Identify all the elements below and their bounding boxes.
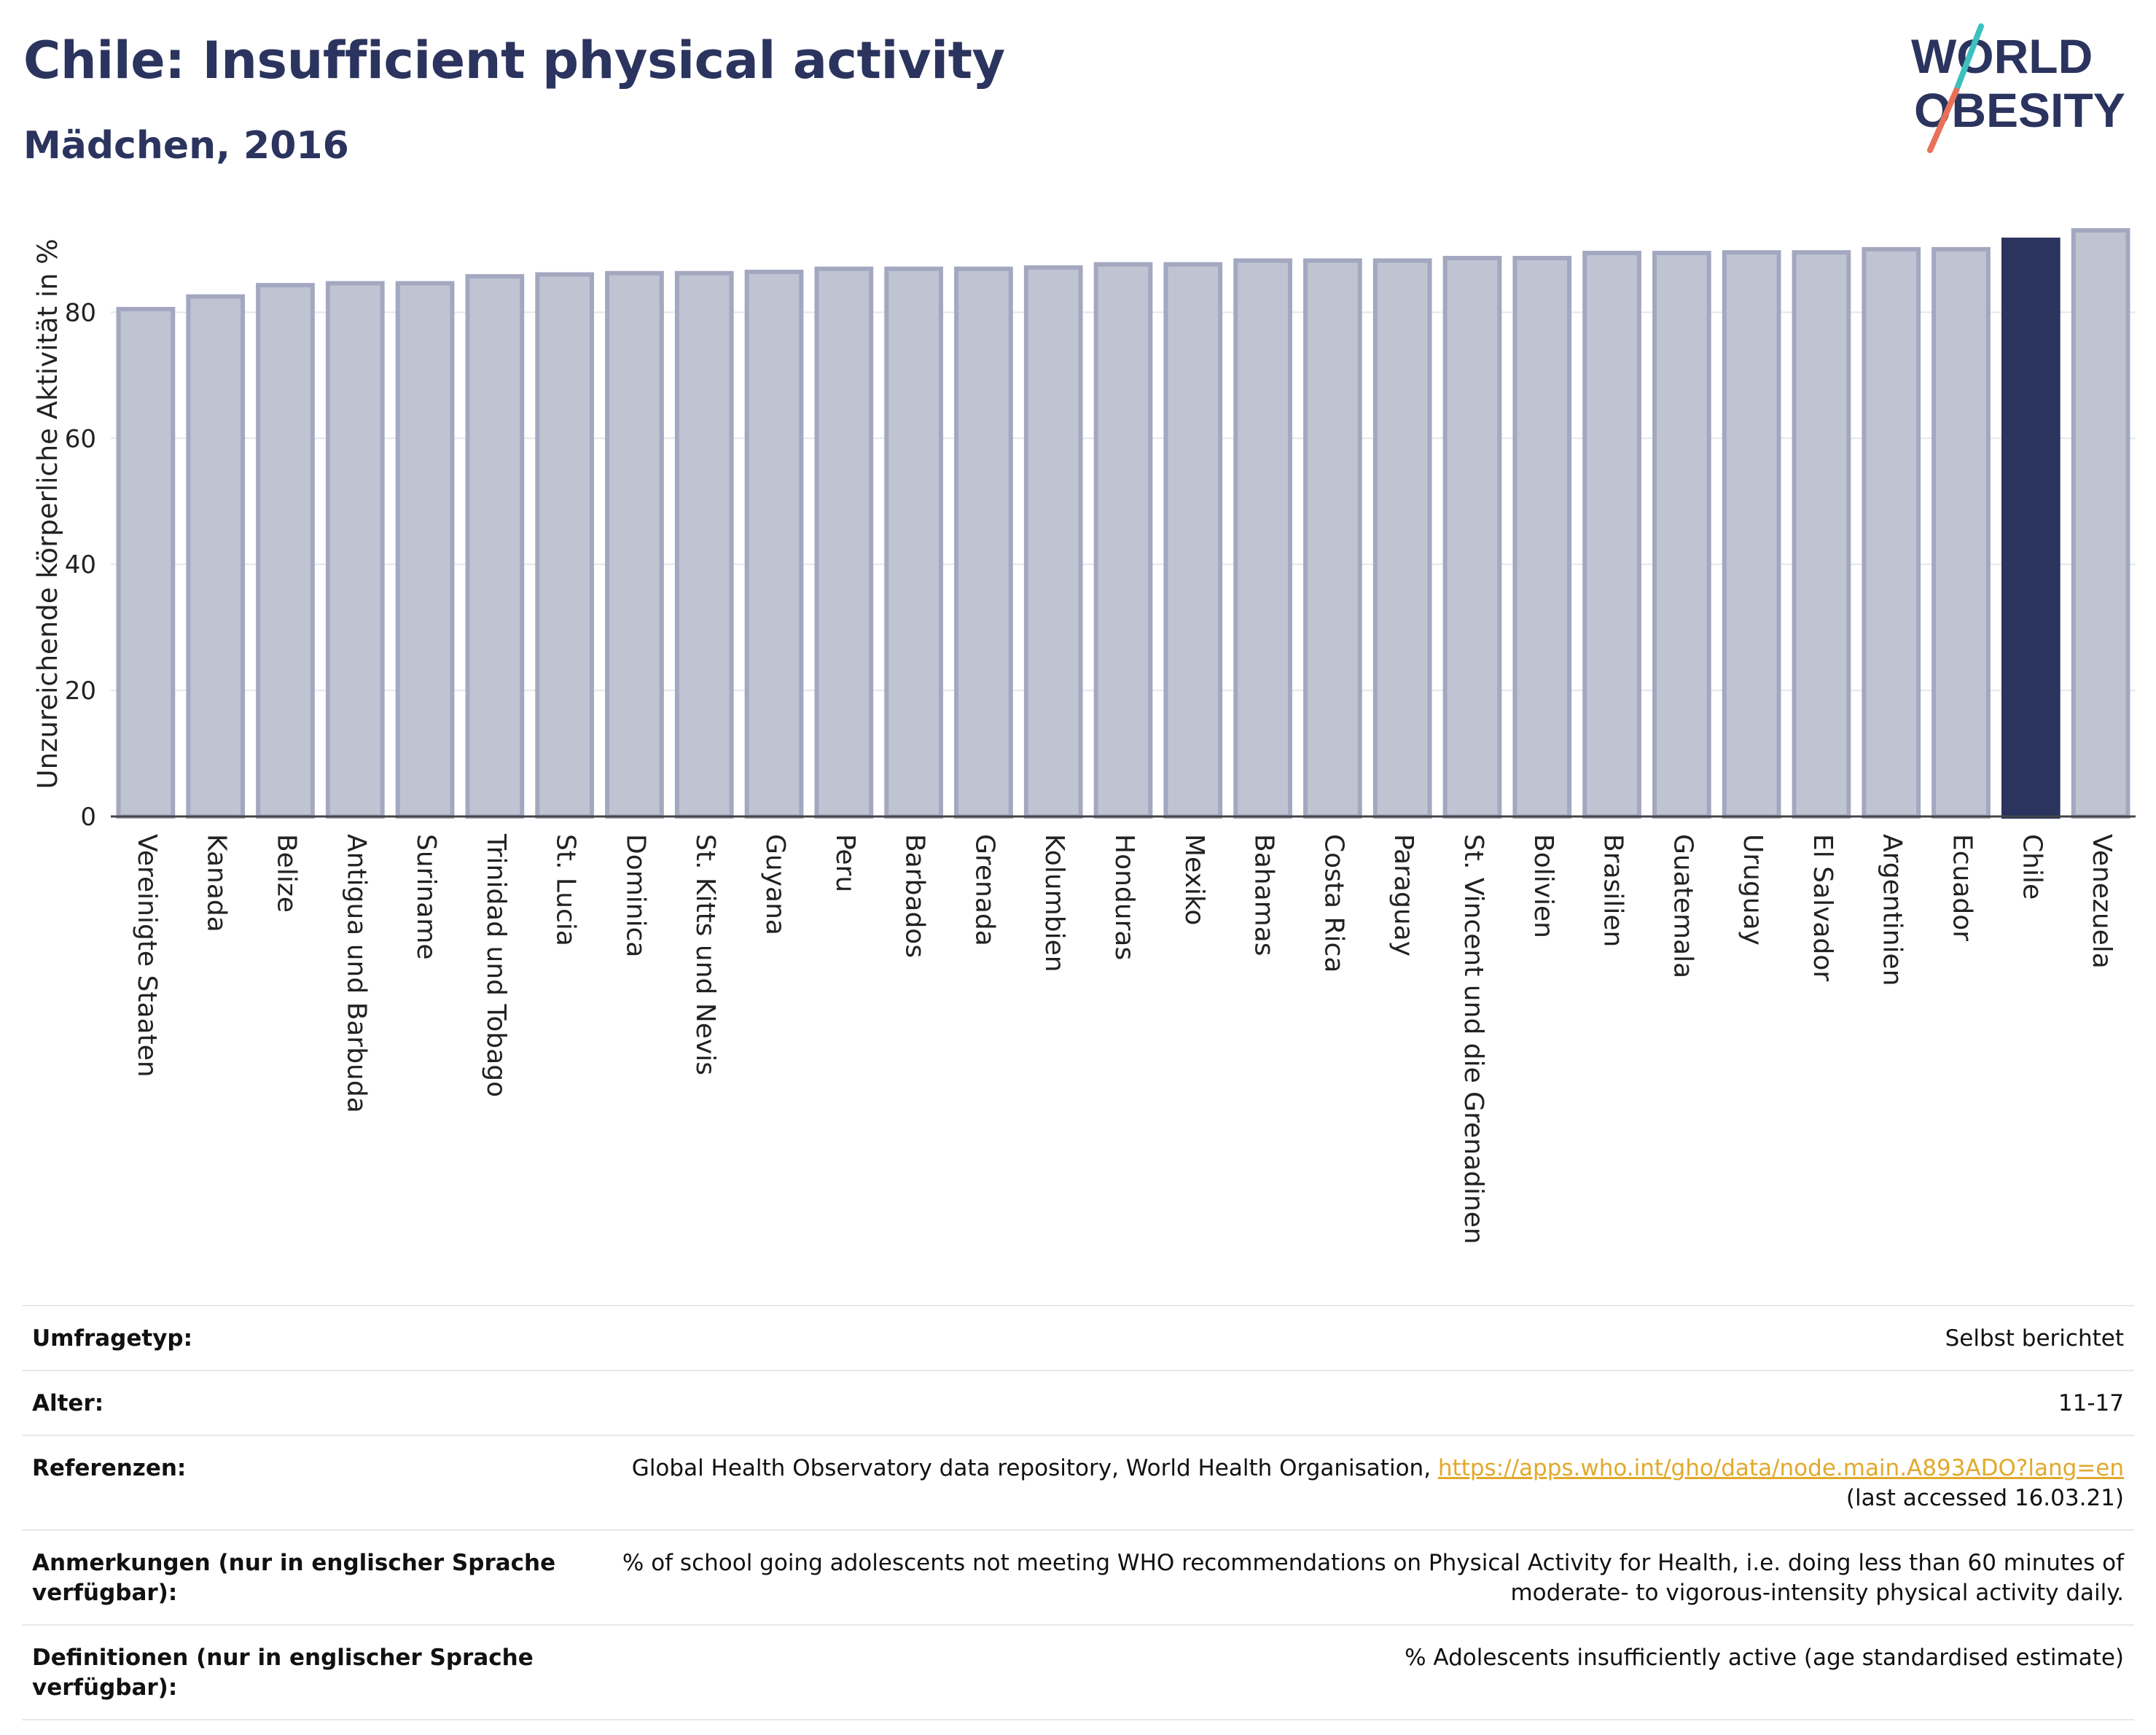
x-tick-label: St. Lucia (551, 834, 581, 946)
x-tick-label: Paraguay (1388, 834, 1418, 956)
bar-chile (2001, 237, 2061, 819)
x-tick-label: Kolumbien (1039, 834, 1069, 972)
x-tick-label: Bolivien (1528, 834, 1558, 938)
y-tick-label: 0 (80, 803, 96, 832)
info-row-notes: Anmerkungen (nur in englischer Sprache v… (22, 1529, 2134, 1625)
bar-guatemala (1652, 251, 1711, 819)
chart-subtitle: Mädchen, 2016 (23, 124, 349, 168)
bar-st-kitts-und-nevis (674, 270, 734, 819)
info-value: 11-17 (567, 1370, 2134, 1435)
x-tick-label: Barbados (900, 834, 930, 958)
bar-paraguay (1372, 258, 1432, 819)
bar-suriname (395, 281, 455, 819)
x-tick-label: Venezuela (2087, 834, 2117, 969)
y-tick-label: 20 (65, 677, 96, 706)
info-value: % of school going adolescents not meetin… (567, 1529, 2134, 1625)
bar-costa-rica (1303, 258, 1362, 819)
reference-accessed: (last accessed 16.03.21) (1846, 1485, 2124, 1511)
bar-bahamas (1233, 258, 1292, 819)
x-axis-ticks: Vereinigte Staaten Kanada Belize Antigua un… (132, 833, 2117, 1244)
bar-vereinigte-staaten (116, 307, 176, 819)
info-row-survey-type: Umfragetyp: Selbst berichtet (22, 1305, 2134, 1371)
y-axis-ticks: 0 20 40 60 80 (65, 298, 96, 832)
x-tick-label: Ecuador (1948, 834, 1977, 941)
x-tick-label: Argentinien (1878, 834, 1907, 986)
bar-honduras (1093, 262, 1153, 819)
x-tick-label: Dominica (620, 834, 650, 958)
x-tick-label: Guatemala (1668, 834, 1698, 978)
x-tick-label: Mexiko (1179, 834, 1209, 925)
x-tick-label: Costa Rica (1319, 834, 1348, 972)
bar-venezuela (2071, 227, 2130, 819)
bar-st-lucia (535, 272, 595, 819)
reference-text: Global Health Observatory data repositor… (631, 1455, 1432, 1481)
x-tick-label: Bahamas (1249, 834, 1279, 956)
bar-ecuador (1932, 246, 1991, 819)
x-tick-label: St. Vincent und die Grenadinen (1458, 834, 1488, 1244)
x-tick-label: Peru (830, 834, 860, 892)
chart-title: Chile: Insufficient physical activity (23, 31, 1005, 90)
x-tick-label: Honduras (1109, 834, 1139, 960)
bar-dominica (605, 270, 664, 819)
info-table: Umfragetyp: Selbst berichtet Alter: 11-1… (22, 1305, 2134, 1720)
info-label: Definitionen (nur in englischer Sprache … (22, 1624, 567, 1720)
x-tick-label: Guyana (760, 834, 790, 935)
bar-kanada (186, 294, 246, 819)
x-tick-label: Grenada (969, 834, 999, 946)
info-row-age: Alter: 11-17 (22, 1370, 2134, 1435)
x-tick-label: El Salvador (1808, 834, 1837, 981)
x-tick-label: Brasilien (1598, 834, 1628, 947)
info-value: Global Health Observatory data repositor… (567, 1435, 2134, 1530)
bar-bolivien (1512, 255, 1572, 819)
info-label: Alter: (22, 1370, 567, 1435)
info-label: Referenzen: (22, 1435, 567, 1530)
bar-st-vincent-und-die-grenadinen (1442, 255, 1502, 819)
x-tick-label: Chile (2017, 834, 2047, 900)
info-row-references: Referenzen: Global Health Observatory da… (22, 1435, 2134, 1530)
info-label: Umfragetyp: (22, 1305, 567, 1371)
info-row-definitions: Definitionen (nur in englischer Sprache … (22, 1624, 2134, 1720)
bar-kolumbien (1023, 265, 1083, 819)
info-label: Anmerkungen (nur in englischer Sprache v… (22, 1529, 567, 1625)
reference-link[interactable]: https://apps.who.int/gho/data/node.main.… (1437, 1455, 2124, 1481)
logo-slash-coral (1927, 87, 1959, 153)
bar-trinidad-und-tobago (465, 274, 525, 819)
x-tick-label: Suriname (411, 834, 441, 960)
bar-barbados (884, 266, 943, 819)
info-value: % Adolescents insufficiently active (age… (567, 1624, 2134, 1720)
x-tick-label: Kanada (202, 834, 232, 932)
logo-slash-teal (1953, 23, 1984, 93)
y-tick-label: 80 (65, 298, 96, 327)
bar-guyana (744, 270, 804, 819)
bar-chart: 0 20 40 60 80 Vereinigte Staaten Kanada Belize… (32, 227, 2136, 1244)
x-tick-label: St. Kitts und Nevis (690, 834, 720, 1075)
bar-grenada (954, 266, 1013, 819)
logo-line1: WORLD (1911, 29, 2093, 83)
world-obesity-logo: WORLD OBESITY (1911, 23, 2125, 153)
x-tick-label: Uruguay (1738, 834, 1768, 946)
bar-belize (256, 283, 315, 819)
x-tick-label: Vereinigte Staaten (132, 834, 162, 1077)
bar-uruguay (1722, 250, 1781, 819)
bars (116, 227, 2130, 819)
bar-el-salvador (1792, 250, 1851, 819)
bar-peru (814, 266, 874, 819)
y-tick-label: 60 (65, 424, 96, 453)
y-tick-label: 40 (65, 550, 96, 580)
x-tick-label: Belize (271, 834, 301, 913)
bar-brasilien (1582, 251, 1641, 819)
x-tick-label: Trinidad und Tobago (481, 833, 511, 1097)
bar-argentinien (1862, 246, 1921, 819)
bar-antigua-und-barbuda (325, 281, 385, 819)
x-tick-label: Antigua und Barbuda (341, 834, 371, 1113)
bar-mexiko (1163, 262, 1223, 819)
info-value: Selbst berichtet (567, 1305, 2134, 1371)
y-axis-label: Unzureichende körperliche Aktivität in % (32, 239, 63, 789)
